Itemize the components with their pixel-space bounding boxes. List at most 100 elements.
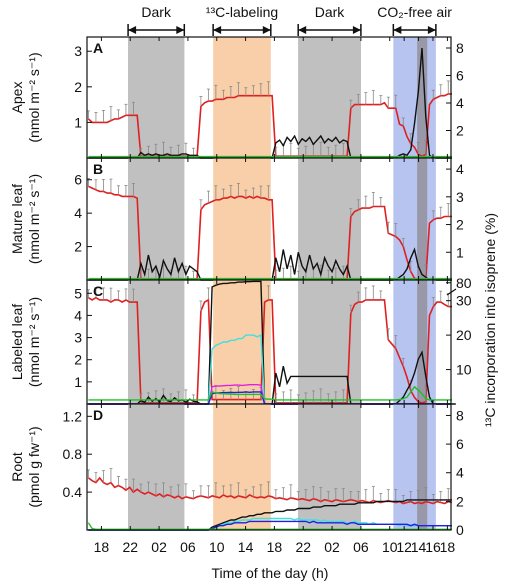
panel-letter: B xyxy=(93,161,103,177)
x-tick-label: 10 xyxy=(209,539,225,555)
panel-B: B 2 4 6 1 2 3 4 Mature leaf(nmol m⁻² s⁻¹) xyxy=(9,157,464,281)
left-tick-label: 0.8 xyxy=(63,446,83,462)
labeling-period xyxy=(213,37,271,158)
right-tick-label: 2 xyxy=(456,123,464,139)
x-tick-label: 10 xyxy=(382,539,398,555)
panel-D: D 0.4 0.8 1.2 0 2 4 6 8 Root(pmol g fw⁻¹) xyxy=(9,403,464,538)
right-tick-label: 1 xyxy=(456,244,464,260)
series-total xyxy=(87,296,452,404)
panel-letter: D xyxy=(93,407,103,423)
left-tick-label: 0.4 xyxy=(63,484,83,500)
dark-period xyxy=(298,280,361,404)
dark-period xyxy=(128,280,185,404)
arrow-head-left xyxy=(213,26,222,34)
period-label: Dark xyxy=(141,4,172,20)
left-tick-label: 2 xyxy=(74,79,82,95)
left-tick-label: 1 xyxy=(74,114,82,130)
right-tick-label: 6 xyxy=(456,436,464,452)
axis-break xyxy=(446,288,457,296)
left-tick-label: 2 xyxy=(74,239,82,255)
right-tick-label: 6 xyxy=(456,68,464,84)
x-tick-label: 22 xyxy=(122,539,138,555)
right-tick-label: 80 xyxy=(456,275,472,291)
x-tick-label: 12 xyxy=(396,539,412,555)
x-tick-label: 14 xyxy=(238,539,254,555)
period-label: ¹³C-labeling xyxy=(206,4,278,20)
x-tick-label: 22 xyxy=(295,539,311,555)
left-tick-label: 1.2 xyxy=(63,408,83,424)
left-tick-label: 5 xyxy=(74,285,82,301)
x-tick-label: 02 xyxy=(324,539,340,555)
left-axis-label: Mature leaf(nmol m⁻² s⁻¹) xyxy=(9,174,42,264)
panel-A: A 1 2 3 2 4 6 8 Apex(nmol m⁻² s⁻¹) xyxy=(9,36,464,159)
right-tick-label: 10 xyxy=(456,362,472,378)
labeling-period xyxy=(213,404,271,530)
right-tick-label: 30 xyxy=(456,293,472,309)
series-baseline xyxy=(87,522,452,530)
right-axis-label: ¹³C incorporation into isoprene (%) xyxy=(482,213,498,427)
right-tick-label: 4 xyxy=(456,161,464,177)
arrow-head-left xyxy=(128,26,137,34)
dark-period xyxy=(298,404,361,530)
right-tick-label: 2 xyxy=(456,217,464,233)
arrow-head-left xyxy=(298,26,307,34)
arrow-head-right xyxy=(176,26,185,34)
dark-period xyxy=(128,37,185,158)
arrow-head-right xyxy=(427,26,436,34)
x-tick-label: 18 xyxy=(267,539,283,555)
left-tick-label: 1 xyxy=(74,374,82,390)
co2free-period xyxy=(393,404,436,530)
x-tick-label: 18 xyxy=(440,539,456,555)
left-tick-label: 6 xyxy=(74,172,82,188)
co2free-dark-period xyxy=(417,404,428,530)
period-label: Dark xyxy=(315,4,346,20)
panel-C: C 1 2 3 4 5 10 20 30 80 Labeled leaf(nmol m⁻² s⁻¹) xyxy=(9,275,472,405)
left-axis-label: Root(pmol g fw⁻¹) xyxy=(9,426,42,507)
co2free-period xyxy=(393,158,436,280)
panel-letter: C xyxy=(93,283,103,299)
right-tick-label: 0 xyxy=(456,522,464,538)
left-axis-label-line: Mature leaf xyxy=(9,184,25,254)
arrow-head-right xyxy=(352,26,361,34)
panel-frame xyxy=(86,403,452,531)
x-tick-label: 16 xyxy=(425,539,441,555)
left-tick-label: 4 xyxy=(74,205,82,221)
left-tick-label: 2 xyxy=(74,352,82,368)
x-tick-label: 02 xyxy=(151,539,167,555)
co2free-dark-period xyxy=(417,37,428,158)
left-axis-label-line: (nmol m⁻² s⁻¹) xyxy=(26,174,42,264)
co2free-period xyxy=(393,37,436,158)
right-tick-label: 4 xyxy=(456,465,464,481)
period-labels: Dark ¹³C-labeling Dark CO₂-free air xyxy=(127,4,452,36)
left-axis-label-line: Root xyxy=(9,452,25,482)
x-tick-label: 06 xyxy=(353,539,369,555)
labeling-period xyxy=(213,158,271,280)
x-tick-label: 14 xyxy=(411,539,427,555)
arrow-head-left xyxy=(393,26,402,34)
left-tick-label: 3 xyxy=(74,43,82,59)
x-axis-label: Time of the day (h) xyxy=(212,565,329,581)
right-tick-label: 8 xyxy=(456,40,464,56)
co2free-dark-period xyxy=(417,158,428,280)
x-tick-label: 06 xyxy=(180,539,196,555)
arrow-head-right xyxy=(262,26,271,34)
left-tick-label: 4 xyxy=(74,307,82,323)
period-label: CO₂-free air xyxy=(377,4,452,20)
left-axis-label-line: Labeled leaf xyxy=(9,304,25,380)
series-baseline xyxy=(88,385,452,401)
left-axis-label: Apex(nmol m⁻² s⁻¹) xyxy=(9,52,42,142)
co2free-dark-period xyxy=(417,280,428,404)
right-tick-label: 20 xyxy=(456,327,472,343)
x-tick-label: 18 xyxy=(94,539,110,555)
left-axis-label-line: Apex xyxy=(9,82,25,114)
left-axis-label: Labeled leaf(nmol m⁻² s⁻¹) xyxy=(9,297,42,387)
left-axis-label-line: (nmol m⁻² s⁻¹) xyxy=(26,297,42,387)
left-tick-label: 3 xyxy=(74,330,82,346)
co2free-period xyxy=(393,280,436,404)
left-axis-label-line: (pmol g fw⁻¹) xyxy=(26,426,42,507)
right-tick-label: 3 xyxy=(456,189,464,205)
panel-letter: A xyxy=(93,40,103,56)
